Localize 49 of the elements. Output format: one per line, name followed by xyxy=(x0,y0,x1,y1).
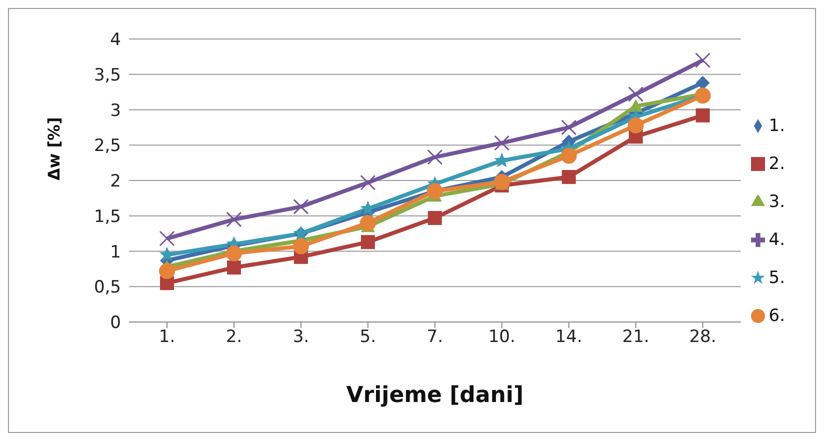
y-tick-label: 3 xyxy=(110,100,121,121)
y-tick-label: 2,5 xyxy=(94,136,121,156)
point xyxy=(628,86,644,102)
x-tick-label: 28. xyxy=(689,327,716,348)
point xyxy=(360,214,376,231)
point xyxy=(293,198,309,214)
y-tick-label: 3,5 xyxy=(94,65,121,86)
x-tick-label: 1. xyxy=(158,327,176,348)
y-tick-label: 2 xyxy=(110,172,121,192)
point xyxy=(427,149,443,165)
point xyxy=(562,170,576,184)
point xyxy=(226,212,242,228)
legend-label: 6. xyxy=(768,306,785,326)
y-axis-title: Δw [%] xyxy=(44,117,64,180)
point xyxy=(494,174,510,190)
point xyxy=(696,108,710,122)
legend-label: 5. xyxy=(768,268,785,288)
point xyxy=(628,117,644,134)
point xyxy=(628,99,643,112)
point xyxy=(360,174,376,190)
point xyxy=(696,76,710,90)
point xyxy=(159,230,175,246)
x-tick-label: 10. xyxy=(488,327,516,348)
x-tick-label: 3. xyxy=(292,327,310,348)
x-axis-title: Vrijeme [dani] xyxy=(346,383,524,408)
x-tick-label: 5. xyxy=(360,327,376,348)
legend-label: 3. xyxy=(768,192,785,212)
y-tick-label: 1 xyxy=(110,242,121,262)
y-tick-label: 1,5 xyxy=(94,206,121,227)
legend-label: 4. xyxy=(768,230,785,250)
point xyxy=(292,238,309,254)
point xyxy=(226,260,241,275)
x-tick-label: 7. xyxy=(426,327,443,348)
legend-label: 2. xyxy=(768,154,785,174)
y-tick-label: 0,5 xyxy=(94,278,121,298)
point xyxy=(360,235,375,250)
y-tick-label: 0 xyxy=(110,313,121,334)
x-tick-label: 2. xyxy=(226,327,242,348)
point xyxy=(159,263,175,280)
x-tick-label: 14. xyxy=(555,327,582,348)
y-tick-label: 4 xyxy=(110,30,121,50)
x-tick-label: 21. xyxy=(622,327,650,348)
point xyxy=(428,210,442,225)
point xyxy=(561,120,577,136)
point xyxy=(560,148,577,164)
point xyxy=(695,52,711,68)
legend-label: 1. xyxy=(768,116,785,136)
point xyxy=(226,245,242,262)
point xyxy=(494,135,510,151)
